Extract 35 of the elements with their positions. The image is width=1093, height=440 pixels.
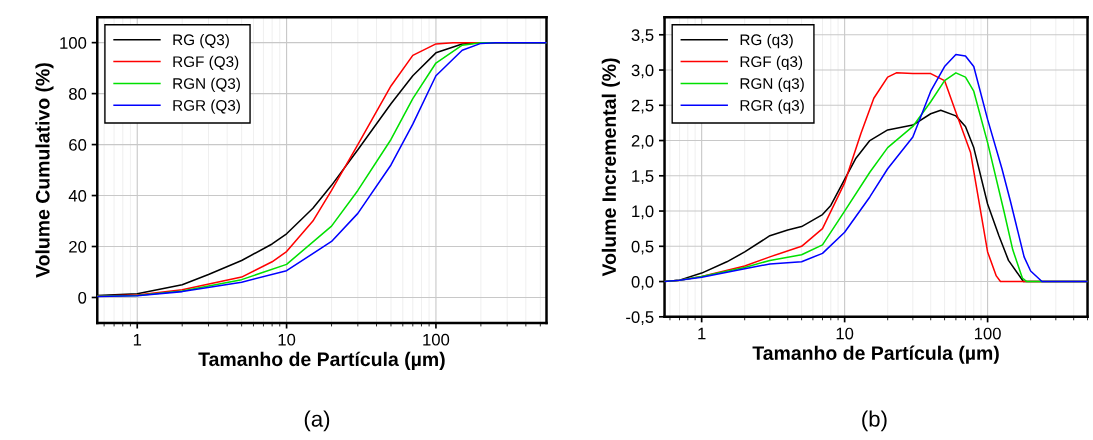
y-tick-label: 2,0 — [631, 134, 654, 149]
legend-label: RGR (q3) — [740, 99, 804, 114]
y-tick-label: 100 — [60, 37, 87, 49]
x-tick-label: 100 — [423, 333, 450, 346]
x-tick-label: 100 — [974, 327, 1001, 340]
y-tick-label: 40 — [68, 189, 87, 202]
y-tick-label: -0,5 — [626, 311, 654, 325]
legend-label: RGF (Q3) — [173, 55, 239, 71]
legend-label: RGN (q3) — [740, 77, 804, 92]
y-tick-label: 20 — [69, 240, 87, 253]
legend-label: RG (Q3) — [173, 33, 229, 49]
text: (a) — [304, 410, 330, 432]
y-tick-label: 1,0 — [632, 205, 654, 220]
y-tick-label: 3,0 — [631, 64, 654, 79]
x-tick-label: 1 — [133, 333, 142, 346]
legend-label: RGN (Q3) — [173, 77, 240, 92]
y-axis-title: Volume Incremental (%) — [601, 58, 620, 277]
y-tick-label: 1,5 — [632, 170, 654, 184]
x-axis-title: Tamanho de Partícula (µm) — [752, 345, 999, 364]
legend-label: RG (q3) — [740, 33, 793, 49]
legend-label: RGR (Q3) — [173, 99, 240, 114]
y-tick-label: 0,0 — [631, 275, 654, 290]
y-tick-label: 0,5 — [631, 240, 654, 255]
x-tick-label: 10 — [836, 327, 854, 340]
x-axis-title: Tamanho de Partícula (µm) — [198, 351, 445, 370]
y-tick-label: 60 — [69, 138, 87, 151]
y-tick-label: 3,5 — [631, 29, 654, 43]
y-tick-label: 2,5 — [631, 99, 654, 114]
y-tick-label: 80 — [69, 88, 87, 100]
y-axis-title: Volume Cumulativo (%) — [35, 63, 54, 278]
legend-label: RGF (q3) — [740, 55, 803, 71]
text: (b) — [862, 410, 887, 432]
y-tick-label: 0 — [78, 291, 87, 304]
x-tick-label: 10 — [278, 333, 296, 346]
x-tick-label: 1 — [698, 327, 706, 340]
